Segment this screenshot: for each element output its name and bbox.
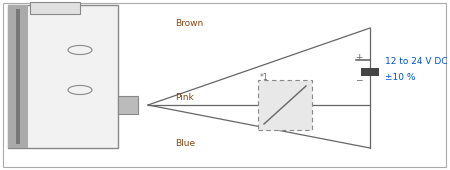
Bar (258, 80, 312, 130)
Text: −: − (355, 75, 363, 84)
Bar (8, 5, 28, 148)
Bar (361, 68, 379, 76)
Text: Blue: Blue (175, 139, 195, 148)
Bar (30, 2, 80, 14)
Text: 12 to 24 V DC: 12 to 24 V DC (385, 57, 447, 66)
Text: Pink: Pink (175, 94, 194, 103)
Bar (118, 96, 138, 114)
Text: +: + (355, 54, 363, 63)
Bar (8, 5, 118, 148)
Text: ±10 %: ±10 % (385, 73, 415, 82)
Text: Brown: Brown (175, 20, 203, 29)
Bar (16, 9, 20, 144)
Text: *1: *1 (260, 73, 269, 82)
